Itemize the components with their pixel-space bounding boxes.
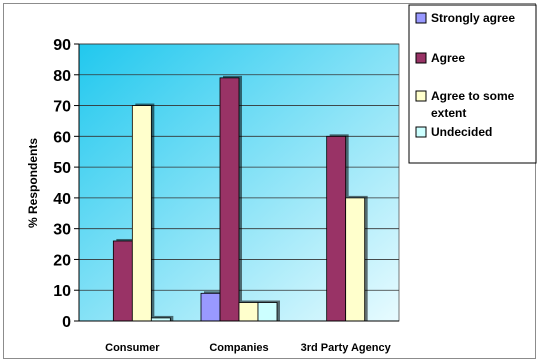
legend-swatch [415, 12, 427, 24]
x-axis-labels: Consumer Companies 3rd Party Agency [105, 342, 391, 354]
x-tick-label: Companies [209, 342, 268, 354]
bar [326, 135, 347, 322]
y-tick-label: 30 [53, 222, 71, 239]
legend-label: Agree to some extent [431, 89, 515, 120]
y-tick-label: 40 [53, 191, 71, 208]
bar [219, 77, 240, 322]
y-tick-label: 70 [53, 99, 71, 116]
legend-swatch [415, 52, 427, 64]
bars [112, 75, 368, 322]
legend-box [408, 4, 537, 164]
legend-label: Strongly agree [431, 11, 515, 25]
bar [238, 302, 259, 322]
y-tick-label: 20 [53, 252, 71, 269]
legend-swatch [415, 90, 427, 102]
y-tick-label: 60 [53, 129, 71, 146]
y-tick-label: 10 [53, 283, 71, 300]
legend-label: Agree [431, 51, 465, 65]
x-tick-label: Consumer [105, 342, 160, 354]
y-tick-label: 90 [53, 37, 71, 54]
bar [131, 105, 152, 322]
y-axis-title: % Respondents [26, 138, 40, 228]
bar [112, 240, 133, 322]
legend: Strongly agree Agree Agree to some extent Un… [408, 4, 537, 164]
y-axis-ticks: 0 10 20 30 40 50 60 70 80 90 [53, 37, 79, 331]
legend-swatch [415, 126, 427, 138]
y-tick-label: 80 [53, 68, 71, 85]
y-tick-label: 50 [53, 160, 71, 177]
y-tick-label: 0 [62, 314, 71, 331]
bar [257, 302, 278, 322]
x-tick-label: 3rd Party Agency [301, 342, 392, 354]
bar [345, 197, 366, 322]
legend-label: Undecided [431, 125, 492, 139]
bar [200, 292, 221, 322]
